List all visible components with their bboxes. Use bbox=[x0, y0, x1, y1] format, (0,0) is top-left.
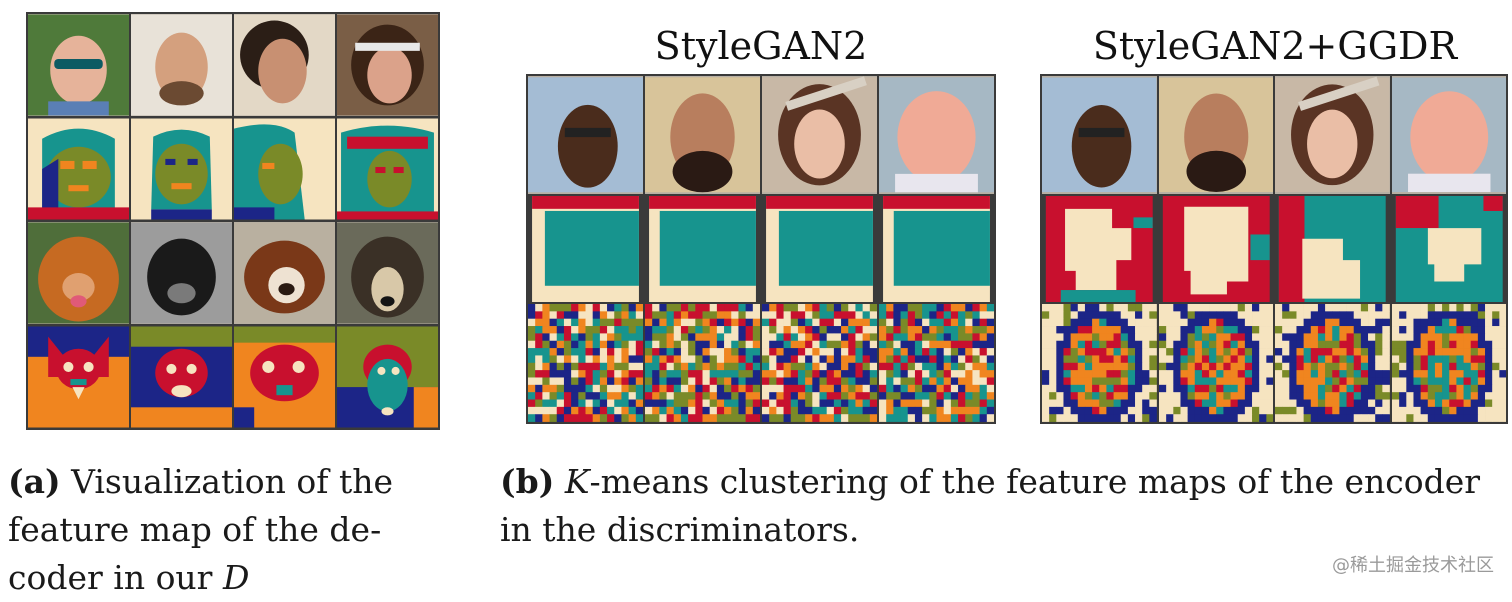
coarse-cluster-map bbox=[528, 195, 643, 303]
caption-b-tag: (b) bbox=[500, 462, 555, 501]
caption-panel-a: (a) Visualization of the feature map of … bbox=[8, 458, 446, 602]
human-face-photo bbox=[879, 76, 994, 194]
fine-cluster-map bbox=[879, 304, 994, 422]
human-face-photo bbox=[28, 14, 129, 116]
fine-cluster-map bbox=[1391, 304, 1506, 422]
caption-a-tag: (a) bbox=[8, 462, 61, 501]
coarse-cluster-map bbox=[1275, 195, 1390, 303]
fine-cluster-map bbox=[645, 304, 760, 422]
human-face-photo bbox=[234, 14, 335, 116]
caption-a-line-3: coder in our bbox=[8, 558, 223, 597]
human-face-photo bbox=[1391, 76, 1506, 194]
dog-face-photo bbox=[131, 222, 232, 324]
panel-b-title-stylegan2-ggdr: StyleGAN2+GGDR bbox=[1092, 24, 1458, 68]
caption-b-var: K bbox=[564, 462, 590, 501]
human-face-photo bbox=[337, 14, 438, 116]
human-face-segmentation bbox=[234, 118, 335, 220]
caption-a-line-1: Visualization of the bbox=[71, 462, 394, 501]
human-face-photo bbox=[528, 76, 643, 194]
human-face-segmentation bbox=[337, 118, 438, 220]
panel-b-title-stylegan2: StyleGAN2 bbox=[654, 24, 868, 68]
coarse-cluster-map bbox=[645, 195, 760, 303]
human-face-segmentation bbox=[131, 118, 232, 220]
fine-cluster-map bbox=[1275, 304, 1390, 422]
caption-b-line-1: -means clustering of the feature maps of… bbox=[589, 462, 1481, 501]
coarse-cluster-map bbox=[1159, 195, 1274, 303]
dog-face-segmentation bbox=[337, 326, 438, 428]
dog-face-segmentation bbox=[131, 326, 232, 428]
dog-face-segmentation bbox=[28, 326, 129, 428]
fine-cluster-map bbox=[762, 304, 877, 422]
caption-a-var: D bbox=[222, 558, 250, 597]
human-face-photo bbox=[1042, 76, 1157, 194]
stylegan2-grid bbox=[526, 74, 996, 424]
caption-a-line-2: feature map of the de- bbox=[8, 510, 382, 549]
dog-face-segmentation bbox=[234, 326, 335, 428]
dog-face-photo bbox=[28, 222, 129, 324]
coarse-cluster-map bbox=[1392, 195, 1507, 303]
caption-b-line-2: in the discriminators. bbox=[500, 510, 860, 549]
human-face-segmentation bbox=[28, 118, 129, 220]
caption-panel-b: (b) K-means clustering of the feature ma… bbox=[500, 458, 1508, 554]
watermark-text: @稀土掘金技术社区 bbox=[1332, 555, 1494, 576]
fine-cluster-map bbox=[528, 304, 643, 422]
coarse-cluster-map bbox=[1042, 195, 1157, 303]
fine-cluster-map bbox=[1158, 304, 1273, 422]
dog-face-photo bbox=[234, 222, 335, 324]
coarse-cluster-map bbox=[879, 195, 994, 303]
stylegan2-ggdr-grid bbox=[1040, 74, 1508, 424]
panel-a-grid bbox=[26, 12, 440, 430]
human-face-photo bbox=[645, 76, 760, 194]
human-face-photo bbox=[762, 76, 877, 194]
human-face-photo bbox=[131, 14, 232, 116]
coarse-cluster-map bbox=[762, 195, 877, 303]
human-face-photo bbox=[1275, 76, 1390, 194]
dog-face-photo bbox=[337, 222, 438, 324]
human-face-photo bbox=[1158, 76, 1273, 194]
fine-cluster-map bbox=[1042, 304, 1157, 422]
